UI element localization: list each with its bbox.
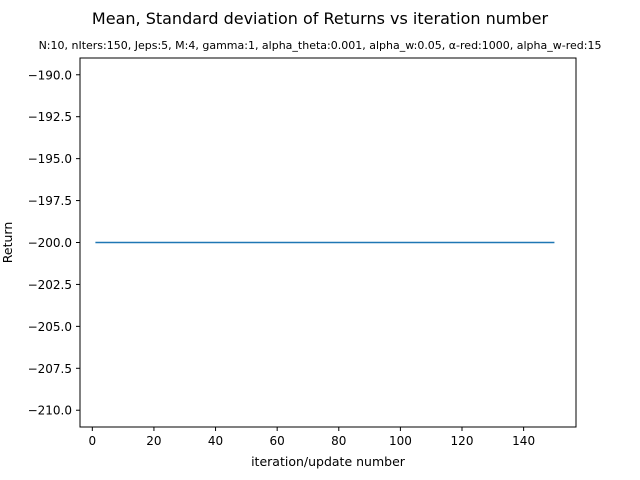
- x-tick-label: 20: [146, 434, 161, 448]
- chart-title: Mean, Standard deviation of Returns vs i…: [92, 9, 549, 28]
- y-tick-label: −205.0: [28, 320, 72, 334]
- x-tick-label: 120: [451, 434, 474, 448]
- y-tick-label: −207.5: [28, 362, 72, 376]
- plot-frame: [79, 57, 577, 428]
- x-tick-label: 60: [270, 434, 285, 448]
- x-tick-label: 40: [208, 434, 223, 448]
- y-tick-label: −195.0: [28, 152, 72, 166]
- x-tick-label: 80: [331, 434, 346, 448]
- plot-area: 0 20 40 60 80 100 120 140 −190.0 −192.5 −195.0 −197…: [28, 68, 555, 448]
- x-axis-label: iteration/update number: [251, 454, 406, 469]
- chart-subtitle: N:10, nIters:150, Jeps:5, M:4, gamma:1, …: [39, 39, 602, 52]
- y-tick-label: −190.0: [28, 68, 72, 82]
- y-tick-label: −200.0: [28, 236, 72, 250]
- y-tick-label: −197.5: [28, 194, 72, 208]
- x-tick-label: 0: [89, 434, 97, 448]
- x-tick-label: 140: [512, 434, 535, 448]
- y-tick-label: −202.5: [28, 278, 72, 292]
- y-tick-label: −192.5: [28, 110, 72, 124]
- y-tick-label: −210.0: [28, 404, 72, 418]
- x-tick-label: 100: [389, 434, 412, 448]
- y-axis-label: Return: [0, 222, 15, 263]
